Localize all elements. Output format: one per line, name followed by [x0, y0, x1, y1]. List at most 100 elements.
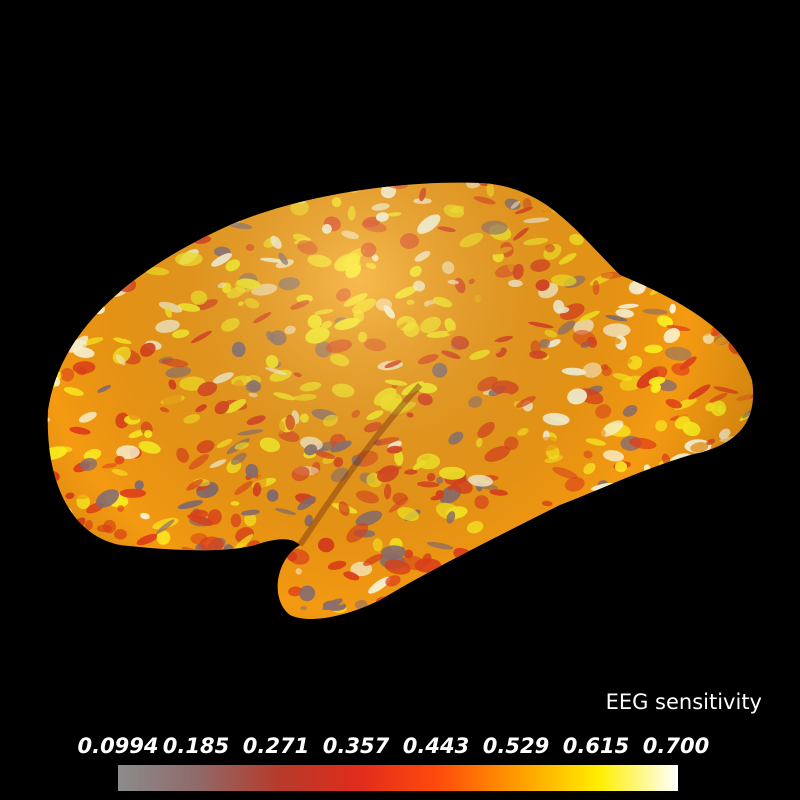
- surface-patch: [101, 234, 118, 245]
- surface-patch: [168, 202, 189, 212]
- surface-patch: [620, 571, 641, 589]
- surface-patch: [648, 616, 672, 620]
- surface-patch: [132, 170, 150, 181]
- surface-patch: [315, 617, 334, 629]
- surface-patch: [192, 207, 202, 219]
- surface-patch: [558, 188, 572, 197]
- surface-patch: [732, 187, 754, 204]
- surface-patch: [152, 616, 180, 620]
- surface-patch: [140, 570, 155, 576]
- surface-patch: [589, 182, 618, 187]
- surface-patch: [74, 566, 94, 576]
- surface-patch: [55, 265, 62, 277]
- surface-patch: [676, 565, 688, 578]
- surface-patch: [624, 617, 644, 634]
- surface-patch: [599, 509, 615, 522]
- surface-patch: [643, 545, 660, 557]
- surface-patch: [110, 182, 131, 193]
- surface-patch: [248, 183, 259, 194]
- surface-patch: [208, 607, 232, 620]
- surface-patch: [47, 235, 60, 247]
- surface-patch: [642, 595, 650, 608]
- surface-patch: [746, 562, 754, 577]
- surface-patch: [665, 190, 687, 203]
- colorbar-tick: 0.185: [162, 734, 230, 758]
- surface-patch: [395, 613, 410, 620]
- colorbar-tick: 0.271: [242, 734, 310, 758]
- surface-patch: [54, 559, 67, 572]
- colorbar-title: EEG sensitivity: [605, 690, 762, 714]
- surface-patch: [657, 283, 676, 294]
- surface-patch: [621, 503, 641, 516]
- surface-patch: [660, 219, 671, 226]
- surface-patch: [47, 570, 49, 578]
- surface-patch: [672, 264, 683, 273]
- surface-patch: [547, 564, 569, 572]
- surface-patch: [602, 601, 617, 607]
- surface-patch: [51, 606, 66, 616]
- surface-patch: [546, 600, 559, 605]
- surface-patch: [705, 573, 713, 580]
- colorbar-gradient: [118, 765, 678, 791]
- surface-patch: [59, 307, 84, 315]
- surface-patch: [649, 502, 663, 514]
- surface-patch: [746, 447, 754, 461]
- surface-patch: [106, 262, 114, 276]
- surface-patch: [51, 185, 63, 199]
- surface-patch: [85, 581, 104, 595]
- surface-patch: [166, 194, 180, 209]
- surface-patch: [621, 543, 637, 554]
- surface-patch: [743, 184, 754, 199]
- surface-patch: [47, 580, 52, 595]
- surface-patch: [386, 595, 397, 606]
- surface-patch: [197, 188, 208, 198]
- surface-patch: [601, 222, 620, 239]
- surface-patch: [143, 203, 152, 217]
- surface-patch: [518, 576, 528, 586]
- surface-patch: [675, 197, 688, 209]
- surface-patch: [145, 602, 156, 615]
- surface-patch: [611, 212, 630, 228]
- surface-patch: [223, 182, 238, 197]
- surface-patch: [118, 619, 130, 632]
- surface-patch: [676, 484, 696, 497]
- surface-patch: [115, 195, 141, 208]
- surface-patch: [192, 190, 217, 205]
- surface-patch: [566, 616, 583, 620]
- surface-patch: [594, 608, 622, 620]
- surface-patch: [81, 244, 94, 259]
- surface-patch: [135, 231, 144, 242]
- surface-patch: [582, 548, 602, 557]
- surface-patch: [715, 277, 736, 294]
- surface-patch: [85, 295, 110, 303]
- surface-patch: [273, 182, 291, 184]
- surface-patch: [720, 299, 731, 315]
- surface-patch: [206, 583, 222, 597]
- surface-patch: [103, 237, 123, 255]
- surface-patch: [743, 563, 754, 570]
- surface-patch: [181, 211, 199, 223]
- surface-patch: [643, 574, 652, 590]
- surface-patch: [203, 602, 218, 613]
- sylvian-fissure: [297, 382, 423, 547]
- surface-patch: [236, 601, 245, 608]
- colorbar-tick: 0.700: [642, 734, 710, 758]
- surface-patch: [352, 617, 364, 620]
- surface-patch: [192, 603, 203, 615]
- surface-patch: [137, 251, 149, 262]
- surface-patch: [412, 619, 432, 631]
- surface-patch: [487, 607, 508, 620]
- surface-patch: [647, 510, 671, 523]
- surface-patch: [627, 172, 636, 181]
- surface-patch: [667, 182, 684, 184]
- surface-patch: [219, 198, 233, 207]
- surface-patch: [698, 186, 713, 197]
- surface-patch: [535, 553, 560, 563]
- surface-patch: [47, 508, 59, 519]
- surface-patch: [731, 266, 741, 274]
- surface-patch: [542, 553, 566, 558]
- surface-patch: [737, 602, 748, 612]
